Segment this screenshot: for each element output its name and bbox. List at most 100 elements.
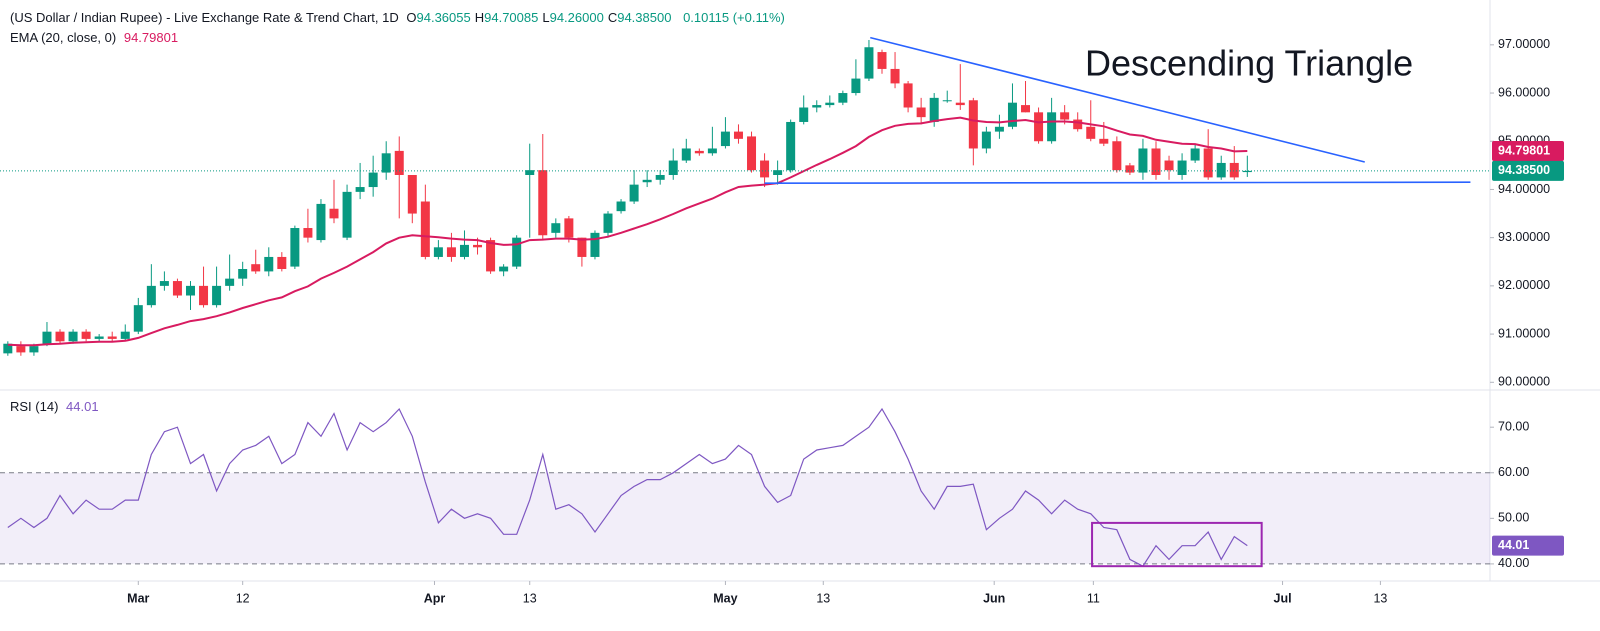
ohlc-key: C [607, 10, 618, 25]
candle-body [838, 93, 848, 103]
candle-body [355, 187, 365, 192]
y-tick-label: 60.00 [1498, 465, 1529, 479]
candle-body [1177, 160, 1187, 175]
rsi-name: RSI (14) [10, 399, 59, 414]
candle-body [1190, 148, 1200, 161]
ohlc-value: 94.26000 [549, 10, 604, 25]
candle-body [446, 247, 456, 257]
candle-body [916, 107, 926, 118]
candle-body [238, 268, 248, 279]
x-tick-label: May [713, 591, 737, 605]
candle-body [420, 201, 430, 257]
candle-body [1034, 112, 1044, 142]
header: (US Dollar / Indian Rupee) - Live Exchan… [10, 10, 789, 25]
y-tick-label: 97.00000 [1498, 37, 1550, 51]
candle-body [277, 256, 287, 269]
rsi-legend: RSI (14) 44.01 [10, 399, 103, 414]
candle-body [499, 266, 509, 272]
candle-body [1138, 148, 1148, 173]
candle-body [577, 237, 587, 257]
candle-body [629, 184, 639, 202]
candle-body [538, 170, 548, 236]
candle-body [486, 240, 496, 272]
candle-body [172, 281, 182, 296]
candle-body [251, 264, 261, 272]
candle-body [199, 285, 209, 306]
rsi-badge-bg [1492, 535, 1564, 556]
ohlc-key: O [406, 10, 417, 25]
ema-value: 94.79801 [123, 30, 179, 45]
candle-body [890, 68, 900, 84]
candle-body [955, 102, 965, 106]
candle-body [185, 285, 195, 296]
y-tick-label: 96.00000 [1498, 85, 1550, 99]
candle-body [29, 346, 39, 353]
ohlc-value: 94.38500 [617, 10, 672, 25]
candle-body [786, 121, 796, 171]
change: 0.10115 (+0.11%) [683, 10, 785, 25]
x-tick-label: 13 [816, 591, 830, 605]
candle-body [81, 331, 91, 339]
candle-body [1216, 162, 1226, 178]
candle-body [968, 100, 978, 149]
candle-body [433, 247, 443, 257]
candle-body [225, 278, 235, 286]
candle-body [342, 191, 352, 238]
candle-body [525, 170, 535, 175]
y-tick-label: 90.00000 [1498, 375, 1550, 389]
candle-body [381, 153, 391, 173]
y-tick-label: 92.00000 [1498, 278, 1550, 292]
candle-body [42, 331, 52, 344]
candle-body [929, 97, 939, 122]
candle-body [55, 331, 65, 342]
candle-body [1073, 119, 1083, 130]
candle-body [733, 131, 743, 139]
x-tick-label: Apr [424, 591, 446, 605]
candle-body [512, 237, 522, 267]
candle-body [68, 331, 78, 342]
candle-body [1086, 126, 1096, 139]
trendline [764, 181, 1471, 184]
candle-body [16, 346, 26, 353]
candle-body [564, 218, 574, 238]
rsi-value: 44.01 [66, 399, 99, 414]
ohlc-key: L [542, 10, 550, 25]
candle-body [603, 213, 613, 233]
x-tick-label: Jun [983, 591, 1005, 605]
candle-body [1164, 160, 1174, 171]
price-badge: 94.38500 [1498, 163, 1550, 177]
x-tick-label: Jul [1274, 591, 1292, 605]
ohlc-legend: O94.36055 H94.70085 L94.26000 C94.38500 [406, 10, 675, 25]
annotation: Descending Triangle [1085, 43, 1413, 84]
candle-body [590, 232, 600, 257]
candle-body [212, 285, 222, 306]
candle-body [107, 336, 117, 339]
candle-body [1242, 170, 1252, 173]
candle-body [812, 105, 822, 108]
candle-body [394, 150, 404, 175]
candle-body [1047, 112, 1057, 142]
y-tick-label: 94.00000 [1498, 182, 1550, 196]
x-tick-label: 12 [236, 591, 250, 605]
ema-legend: EMA (20, close, 0) 94.79801 [10, 30, 182, 45]
candle-body [773, 170, 783, 175]
candle-body [1060, 112, 1070, 120]
candle-body [694, 150, 704, 154]
candle-body [707, 148, 717, 154]
candle-body [642, 179, 652, 183]
y-tick-label: 40.00 [1498, 556, 1529, 570]
price-badge-bg [1492, 160, 1564, 181]
candle-body [146, 285, 156, 306]
candle-body [851, 78, 861, 94]
candle-body [459, 244, 469, 257]
y-tick-label: 50.00 [1498, 511, 1529, 525]
ohlc-value: 94.70085 [484, 10, 539, 25]
candle-body [1125, 165, 1135, 173]
title: (US Dollar / Indian Rupee) - Live Exchan… [10, 10, 399, 25]
ohlc-key: H [474, 10, 485, 25]
candle-body [94, 336, 104, 339]
candle-body [1112, 141, 1122, 171]
candle-body [616, 201, 626, 212]
